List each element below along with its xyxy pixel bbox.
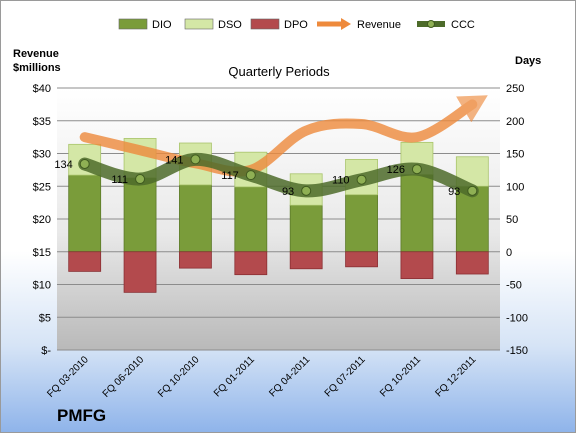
legend-swatch-dio: [118, 18, 148, 30]
left-axis-ticks: $- $5 $10 $15 $20 $25 $30 $35 $40: [33, 83, 52, 357]
dpo-bar: [289, 251, 323, 270]
x-axis-ticks: FQ 03-2010 FQ 06-2010 FQ 10-2010 FQ 01-2011…: [45, 354, 478, 400]
ccc-point: [356, 174, 367, 185]
ccc-data-label: 117: [221, 170, 239, 182]
dio-bar: [234, 186, 268, 253]
dpo-bar: [68, 251, 102, 272]
left-tick-label: $25: [33, 181, 51, 193]
x-tick-label: FQ 01-2011: [212, 354, 257, 399]
legend: DIO DSO DPO Revenue CCC: [118, 18, 475, 31]
legend-swatch-dpo: [250, 18, 280, 30]
dio-bar: [400, 174, 434, 253]
dpo-bar: [455, 251, 489, 275]
x-tick-label: FQ 10-2010: [156, 354, 202, 400]
right-tick-label: 250: [506, 83, 524, 95]
ccc-data-label: 93: [448, 186, 460, 198]
dio-bar: [179, 184, 212, 253]
x-tick-label: FQ 12-2011: [433, 354, 478, 399]
ccc-point: [301, 185, 312, 196]
left-axis-title: Revenue $millions: [13, 47, 73, 75]
revenue-line: [79, 95, 488, 177]
x-tick-label: FQ 07-2011: [323, 354, 368, 399]
dpo-bar: [179, 251, 212, 269]
company-ticker: PMFG: [57, 406, 107, 425]
left-tick-label: $5: [39, 312, 51, 324]
dio-bar: [68, 174, 102, 253]
right-axis-ticks: -150 -100 -50 0 50 100 150 200 250: [506, 83, 528, 357]
ccc-data-label: 93: [282, 186, 294, 198]
dio-bar: [345, 194, 378, 253]
x-tick-label: FQ 06-2010: [101, 354, 147, 400]
ccc-data-label: 134: [54, 159, 72, 171]
ccc-point: [79, 158, 90, 169]
legend-label-dio: DIO: [152, 19, 172, 31]
right-tick-label: -50: [506, 280, 522, 292]
left-tick-label: $10: [33, 280, 51, 292]
legend-label-ccc: CCC: [451, 19, 475, 31]
series-lines: 134 111 141 117 93 110 126 93: [54, 95, 488, 198]
legend-label-dso: DSO: [218, 19, 242, 31]
right-tick-label: 100: [506, 181, 524, 193]
right-tick-label: 200: [506, 116, 524, 128]
x-tick-label: FQ 04-2011: [267, 354, 312, 399]
chart-title: Quarterly Periods: [228, 64, 330, 79]
ccc-point: [135, 174, 146, 185]
left-tick-label: $30: [33, 149, 51, 161]
dpo-bar: [123, 251, 157, 293]
dio-bar: [123, 177, 157, 253]
right-tick-label: 50: [506, 214, 518, 226]
bars: [68, 138, 489, 293]
legend-marker-ccc: [427, 20, 435, 28]
left-tick-label: $-: [41, 345, 51, 357]
right-tick-label: 0: [506, 247, 512, 259]
left-tick-label: $20: [33, 214, 51, 226]
dpo-bar: [234, 251, 268, 276]
ccc-point: [190, 154, 201, 165]
legend-arrow-revenue: [341, 18, 351, 30]
left-tick-label: $40: [33, 83, 51, 95]
x-tick-label: FQ 03-2010: [45, 354, 91, 400]
left-axis-title-text: Revenue $millions: [13, 48, 61, 74]
ccc-point: [467, 185, 478, 196]
dpo-bar: [400, 251, 434, 280]
right-tick-label: -150: [506, 345, 528, 357]
left-tick-label: $35: [33, 116, 51, 128]
left-tick-label: $15: [33, 247, 51, 259]
right-axis-title-text: Days: [515, 55, 542, 67]
ccc-data-label: 126: [387, 164, 405, 176]
ccc-point: [245, 170, 256, 181]
right-axis-title: Days: [515, 54, 541, 68]
dio-bar: [289, 204, 323, 253]
legend-label-dpo: DPO: [284, 19, 308, 31]
ccc-data-label: 111: [111, 174, 128, 186]
x-tick-label: FQ 10-2011: [378, 354, 423, 399]
ccc-point: [411, 164, 422, 175]
dpo-bar: [345, 251, 378, 268]
right-tick-label: -100: [506, 312, 528, 324]
right-tick-label: 150: [506, 149, 524, 161]
legend-label-revenue: Revenue: [357, 19, 401, 31]
ccc-data-label: 110: [332, 175, 350, 187]
legend-swatch-dso: [184, 18, 214, 30]
ccc-data-label: 141: [165, 154, 183, 166]
